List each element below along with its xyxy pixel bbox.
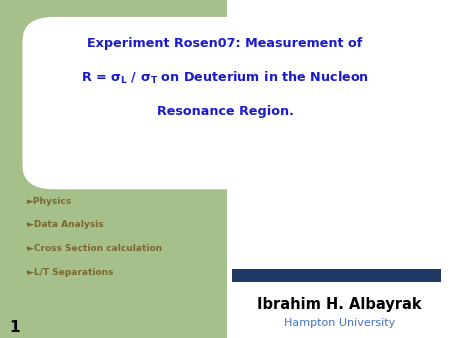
Bar	[232, 269, 441, 282]
FancyBboxPatch shape	[22, 17, 441, 189]
Text: Resonance Region.: Resonance Region.	[157, 105, 293, 118]
Text: Ibrahim H. Albayrak: Ibrahim H. Albayrak	[257, 297, 422, 312]
Text: R = $\mathbf{\sigma_L}$ / $\mathbf{\sigma_T}$ on Deuterium in the Nucleon: R = $\mathbf{\sigma_L}$ / $\mathbf{\sigm…	[81, 70, 369, 86]
Text: Hampton University: Hampton University	[284, 318, 396, 328]
Text: ►Physics: ►Physics	[27, 197, 72, 206]
Text: 1: 1	[9, 320, 19, 335]
Text: Experiment Rosen07: Measurement of: Experiment Rosen07: Measurement of	[87, 38, 363, 50]
Text: ►Cross Section calculation: ►Cross Section calculation	[27, 244, 162, 253]
Text: ►Data Analysis: ►Data Analysis	[27, 220, 104, 229]
Text: ►L/T Separations: ►L/T Separations	[27, 268, 113, 276]
Bar	[227, 0, 450, 338]
